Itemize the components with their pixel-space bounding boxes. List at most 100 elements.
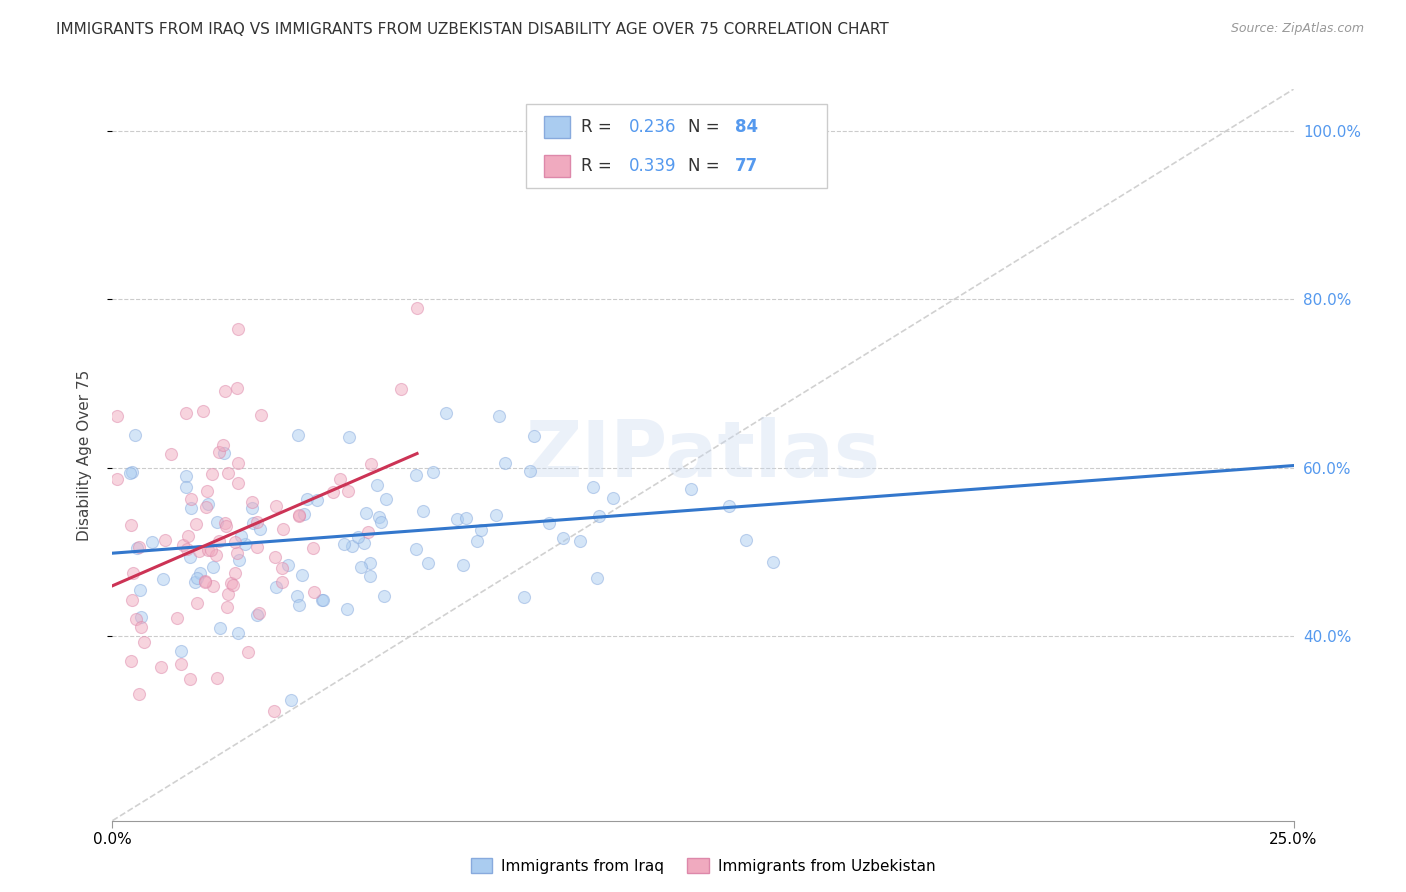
- Point: [186, 596, 208, 610]
- Point: [226, 322, 249, 336]
- Point: [214, 384, 236, 398]
- Text: 77: 77: [735, 157, 758, 175]
- Point: [141, 535, 163, 549]
- Point: [152, 572, 174, 586]
- Point: [212, 437, 235, 451]
- Point: [422, 465, 444, 479]
- Point: [271, 561, 294, 575]
- Point: [586, 572, 609, 586]
- Point: [568, 534, 591, 549]
- Point: [186, 571, 208, 585]
- Point: [128, 687, 150, 701]
- Point: [333, 537, 356, 551]
- Point: [250, 408, 273, 422]
- Text: 84: 84: [735, 119, 758, 136]
- Point: [263, 705, 285, 719]
- Point: [370, 515, 392, 529]
- Point: [159, 446, 181, 460]
- Text: ZIPatlas: ZIPatlas: [526, 417, 880, 493]
- Point: [129, 582, 152, 597]
- Point: [200, 467, 222, 481]
- Point: [225, 546, 247, 560]
- Point: [340, 539, 363, 553]
- Point: [359, 556, 381, 570]
- Point: [228, 552, 250, 566]
- Point: [226, 456, 249, 470]
- Point: [120, 654, 142, 668]
- Point: [512, 590, 534, 604]
- Point: [207, 515, 229, 529]
- Point: [494, 456, 516, 470]
- Point: [350, 559, 373, 574]
- Point: [134, 634, 156, 648]
- Point: [105, 472, 128, 486]
- Point: [519, 464, 541, 478]
- Point: [264, 549, 287, 564]
- Point: [193, 574, 215, 589]
- Point: [118, 466, 141, 480]
- Legend: Immigrants from Iraq, Immigrants from Uzbekistan: Immigrants from Iraq, Immigrants from Uz…: [464, 852, 942, 880]
- Point: [679, 483, 702, 497]
- Point: [246, 608, 269, 623]
- Point: [197, 543, 219, 558]
- Point: [247, 606, 270, 620]
- Point: [277, 558, 299, 573]
- Point: [226, 476, 249, 491]
- Point: [105, 409, 128, 423]
- Point: [336, 602, 359, 616]
- Text: 0.339: 0.339: [628, 157, 676, 175]
- Point: [312, 593, 335, 607]
- Point: [305, 493, 328, 508]
- Point: [287, 428, 309, 442]
- Point: [347, 530, 370, 544]
- Point: [456, 510, 478, 524]
- Point: [224, 534, 246, 549]
- Point: [488, 409, 510, 423]
- Point: [166, 611, 188, 625]
- Point: [219, 576, 242, 591]
- Point: [551, 531, 574, 545]
- Text: N =: N =: [688, 157, 724, 175]
- Point: [172, 538, 194, 552]
- Point: [405, 467, 427, 482]
- Point: [366, 478, 388, 492]
- Point: [291, 567, 314, 582]
- Point: [225, 381, 247, 395]
- Point: [240, 495, 263, 509]
- Point: [270, 574, 292, 589]
- Point: [193, 404, 215, 418]
- Point: [149, 660, 172, 674]
- Point: [201, 579, 224, 593]
- Point: [222, 578, 245, 592]
- Point: [170, 644, 193, 658]
- Point: [176, 542, 198, 557]
- Point: [128, 540, 150, 554]
- Point: [360, 457, 382, 471]
- Point: [194, 500, 217, 514]
- Point: [120, 518, 142, 533]
- Point: [176, 406, 198, 420]
- Point: [201, 559, 224, 574]
- Point: [194, 574, 217, 589]
- Point: [179, 672, 201, 686]
- Point: [264, 580, 287, 594]
- Point: [354, 507, 377, 521]
- Point: [214, 446, 236, 460]
- Point: [406, 301, 429, 316]
- Point: [485, 508, 508, 522]
- Point: [336, 484, 359, 499]
- Point: [174, 480, 197, 494]
- Point: [465, 533, 488, 548]
- Point: [226, 625, 249, 640]
- Point: [184, 516, 207, 531]
- Point: [762, 555, 785, 569]
- Point: [235, 537, 257, 551]
- Point: [124, 427, 146, 442]
- FancyBboxPatch shape: [544, 155, 569, 177]
- Point: [582, 480, 605, 494]
- Point: [129, 620, 152, 634]
- Point: [121, 465, 143, 479]
- Point: [367, 509, 389, 524]
- Point: [215, 600, 238, 615]
- Text: R =: R =: [581, 157, 617, 175]
